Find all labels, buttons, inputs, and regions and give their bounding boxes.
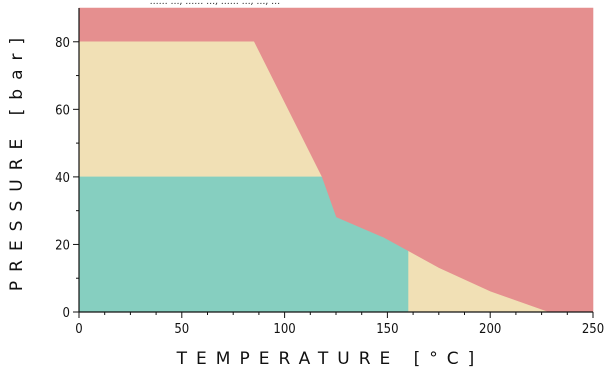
chart-regions [78,7,594,313]
x-axis-title: TEMPERATURE [°C] [176,349,484,369]
y-tick-label: 80 [55,36,70,51]
chart-axes: 0 50 100 150 200 250 0 20 40 60 80 [55,8,604,337]
y-axis-title: PRESSURE [bar] [7,29,27,291]
y-ticks: 0 20 40 60 80 [55,36,79,321]
x-tick-label: 100 [273,322,295,337]
x-tick-label: 0 [75,322,82,337]
y-tick-label: 40 [55,171,70,186]
x-tick-label: 200 [479,322,501,337]
y-tick-label: 60 [55,103,70,118]
x-tick-label: 150 [376,322,398,337]
top-cut-text: …… …, …… …, …… …, …, … [150,0,280,7]
y-tick-label: 20 [55,238,70,253]
x-tick-label: 250 [582,322,604,337]
x-ticks: 0 50 100 150 200 250 [75,312,604,337]
x-tick-label: 50 [174,322,189,337]
y-tick-label: 0 [63,306,70,321]
